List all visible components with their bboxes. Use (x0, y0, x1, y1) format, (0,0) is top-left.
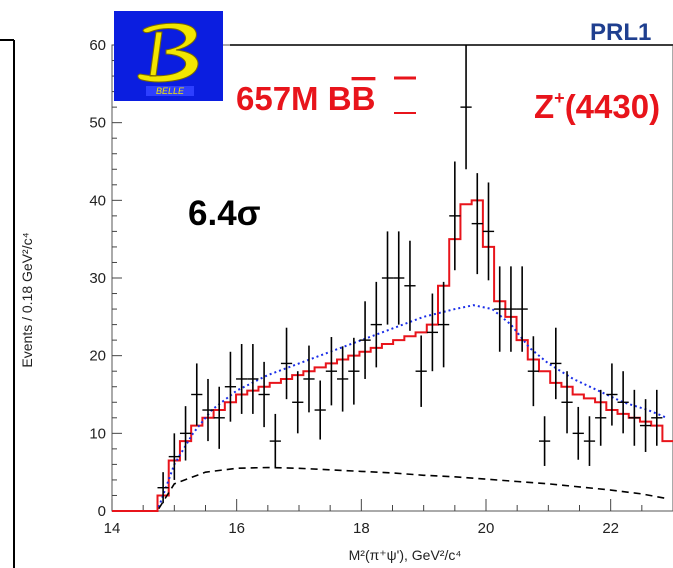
data-point (168, 433, 180, 480)
data-point (617, 371, 629, 434)
data-point (651, 389, 663, 446)
data-point (561, 371, 573, 434)
x-tick-label: 20 (478, 520, 495, 537)
belle-b-glyph (137, 22, 199, 83)
data-point (426, 293, 439, 372)
data-point (247, 344, 259, 414)
luminosity-label: 657M BB (236, 80, 375, 117)
y-axis-title: Events / 0.18 GeV²/c⁴ (19, 232, 35, 367)
belle-label-bg (146, 86, 194, 96)
y-tick-label: 20 (89, 348, 106, 365)
x-tick-label: 18 (353, 520, 370, 537)
data-point (269, 413, 281, 469)
data-point (292, 371, 304, 434)
data-point (337, 346, 349, 412)
data-point (550, 327, 562, 400)
data-point (325, 337, 338, 406)
x-tick-label: 16 (228, 520, 245, 537)
data-point (471, 173, 483, 275)
data-point (202, 378, 214, 442)
x-axis-title: M²(π⁺ψ'), GeV²/c⁴ (349, 547, 462, 563)
data-point (191, 363, 203, 426)
data-point (224, 351, 237, 422)
data-point (348, 337, 360, 405)
series-layer (112, 45, 673, 512)
data-point (505, 266, 517, 352)
data-point (516, 266, 528, 352)
x-tick-label: 22 (602, 520, 619, 537)
data-point (606, 363, 618, 426)
significance-label: 6.4σ (188, 194, 261, 233)
data-point (370, 281, 382, 368)
y-tick-label: 50 (89, 115, 106, 132)
y-tick-label: 40 (89, 192, 106, 209)
data-point (482, 182, 495, 281)
belle-label: BELLE (156, 86, 185, 96)
data-point (280, 327, 293, 400)
data-point (438, 281, 450, 368)
data-point (236, 344, 248, 414)
data-point (303, 345, 315, 413)
y-tick-label: 30 (89, 270, 106, 287)
data-point (527, 336, 539, 407)
data-point (449, 161, 461, 271)
data-point (404, 240, 416, 331)
data-point (583, 416, 596, 466)
y-tick-label: 10 (89, 425, 106, 442)
data-point (213, 386, 225, 449)
data-point (628, 389, 640, 446)
data-point (381, 231, 394, 325)
data-point (494, 266, 506, 352)
data-point (595, 389, 607, 446)
axes: 0 10 20 30 40 50 60 14 16 18 20 22 (89, 37, 643, 537)
data-point (179, 406, 192, 461)
fit-background-curve (157, 304, 668, 508)
x-tick-label: 14 (104, 520, 121, 537)
data-point (359, 301, 371, 379)
data-point (157, 472, 169, 504)
y-tick-label: 60 (89, 37, 106, 54)
data-point (572, 406, 584, 460)
state-label: Z+(4430) (534, 88, 660, 125)
fit-total-step-line (112, 199, 673, 512)
data-point (314, 380, 326, 440)
reference-label: PRL1 (590, 19, 651, 46)
luminosity-bar-b: B (352, 80, 376, 117)
data-point (415, 335, 427, 407)
fit-other-curve (158, 466, 667, 510)
belle-logo: BELLE (114, 11, 223, 101)
data-point (538, 416, 551, 466)
data-point (258, 361, 270, 428)
data-point (460, 45, 472, 170)
data-point (393, 231, 405, 325)
y-tick-label: 0 (98, 503, 106, 520)
data-point (639, 399, 652, 452)
